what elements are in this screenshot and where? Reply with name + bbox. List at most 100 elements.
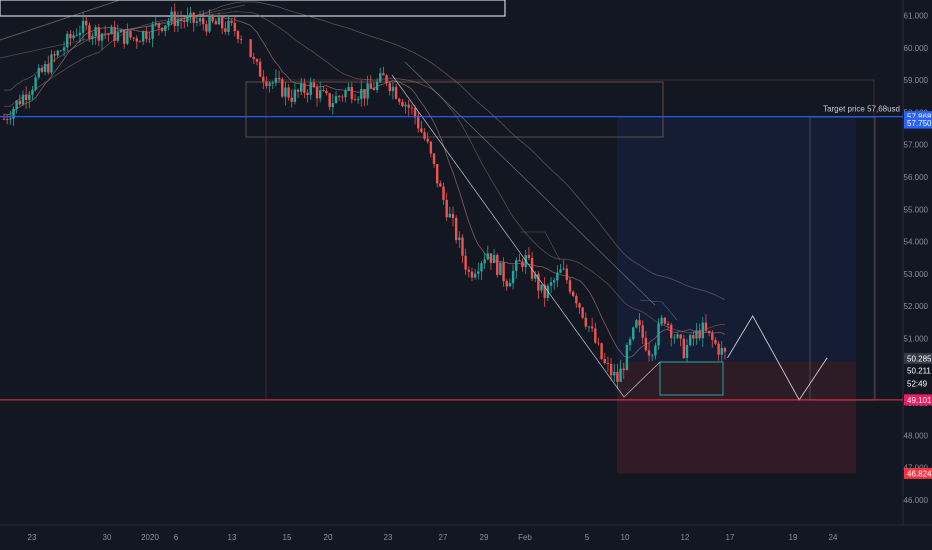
- candle-body: [271, 82, 274, 84]
- time-tick-label: 23: [28, 533, 37, 542]
- time-tick-label: 30: [103, 533, 112, 542]
- candle-body: [157, 23, 161, 28]
- candle-body: [587, 326, 591, 328]
- drawings: [0, 0, 828, 401]
- candle-body: [660, 317, 663, 324]
- candle-body: [97, 27, 101, 41]
- candle-body: [552, 280, 556, 283]
- candle-body: [255, 59, 259, 62]
- candle-body: [622, 368, 625, 371]
- candle-body: [426, 138, 429, 142]
- target-level-badge: 57.750: [907, 119, 932, 128]
- candle-body: [467, 269, 471, 272]
- candle-body: [590, 326, 594, 329]
- candle-body: [239, 38, 243, 40]
- candle-body: [176, 19, 180, 26]
- candle-body: [217, 17, 221, 25]
- candle-body: [442, 186, 445, 200]
- candle-body: [711, 333, 714, 340]
- candle-body: [600, 343, 603, 359]
- candle-body: [2, 118, 6, 120]
- candle-body: [116, 32, 120, 41]
- candle-body: [37, 67, 40, 78]
- drawing-zones: [0, 0, 876, 474]
- candle-body: [138, 41, 142, 43]
- candle-body: [401, 101, 404, 107]
- candle-body: [492, 254, 496, 264]
- candle-body: [451, 213, 455, 218]
- candle-body: [628, 339, 632, 345]
- last-price-badge: 50.285: [907, 354, 932, 363]
- candle-body: [448, 213, 452, 218]
- candle-body: [616, 371, 619, 382]
- candle-body: [375, 81, 379, 91]
- channel-line-lower: [391, 74, 625, 398]
- candle-body: [534, 274, 537, 279]
- candle-body: [432, 153, 436, 165]
- candle-body: [337, 96, 341, 97]
- candle-body: [619, 368, 622, 382]
- candle-body: [698, 330, 701, 339]
- candle-body: [429, 141, 433, 154]
- candle-body: [385, 75, 388, 84]
- candle-body: [274, 78, 278, 83]
- stop-zone: [617, 361, 856, 400]
- stop-zone-lower: [617, 399, 856, 474]
- candle-body: [717, 343, 720, 355]
- candle-body: [119, 29, 123, 33]
- candle-body: [12, 108, 15, 119]
- candle-body: [91, 35, 94, 39]
- price-tick-label: 54.000: [904, 238, 929, 247]
- candle-body: [110, 27, 113, 35]
- target-level-badge-bg: [904, 117, 932, 129]
- candle-body: [62, 47, 66, 51]
- candle-body: [372, 88, 376, 91]
- last-price-badge-bg: [904, 352, 932, 364]
- candle-body: [122, 29, 126, 44]
- price-tick-label: 57.000: [904, 141, 929, 150]
- candle-body: [527, 255, 531, 258]
- candle-body: [632, 327, 635, 340]
- candle-body: [597, 342, 600, 344]
- range-box: [0, 0, 506, 17]
- candle-body: [464, 255, 467, 270]
- candle-body: [679, 334, 682, 339]
- candle-body: [236, 31, 240, 39]
- candle-body: [198, 18, 202, 22]
- candle-body: [720, 348, 723, 355]
- candle-body: [666, 323, 670, 325]
- candle-body: [685, 345, 689, 358]
- candle-body: [515, 260, 518, 271]
- candle-body: [499, 262, 502, 275]
- time-axis[interactable]: 23 30 2020 6 13 15 20 23 27 29 Feb 5 10 12 17 19 24: [28, 533, 838, 542]
- candle-body: [100, 33, 104, 41]
- candle-body: [445, 199, 448, 218]
- price-tick-label: 59.000: [904, 76, 929, 85]
- candle-body: [613, 371, 616, 376]
- candle-body: [173, 11, 176, 26]
- candle-body: [287, 87, 290, 98]
- candle-body: [211, 15, 214, 22]
- candle-body: [688, 335, 692, 346]
- candle-body: [562, 268, 565, 270]
- candle-body: [704, 322, 708, 331]
- candle-body: [565, 268, 569, 281]
- candle-body: [53, 54, 56, 56]
- candle-body: [56, 50, 59, 56]
- candle-body: [249, 39, 252, 58]
- candle-body: [609, 363, 613, 376]
- candle-body: [103, 33, 107, 35]
- candle-body: [417, 117, 420, 129]
- candle-body: [306, 92, 309, 95]
- price-tick-label: 48.000: [904, 431, 929, 440]
- candle-body: [486, 253, 489, 260]
- candle-body: [682, 338, 686, 358]
- candle-body: [584, 317, 588, 327]
- candle-body: [644, 337, 648, 351]
- projection-path: [727, 314, 828, 401]
- candle-body: [369, 83, 372, 89]
- candle-body: [556, 272, 559, 281]
- stop-level-badge-bg: [904, 467, 932, 479]
- candle-body: [164, 25, 167, 31]
